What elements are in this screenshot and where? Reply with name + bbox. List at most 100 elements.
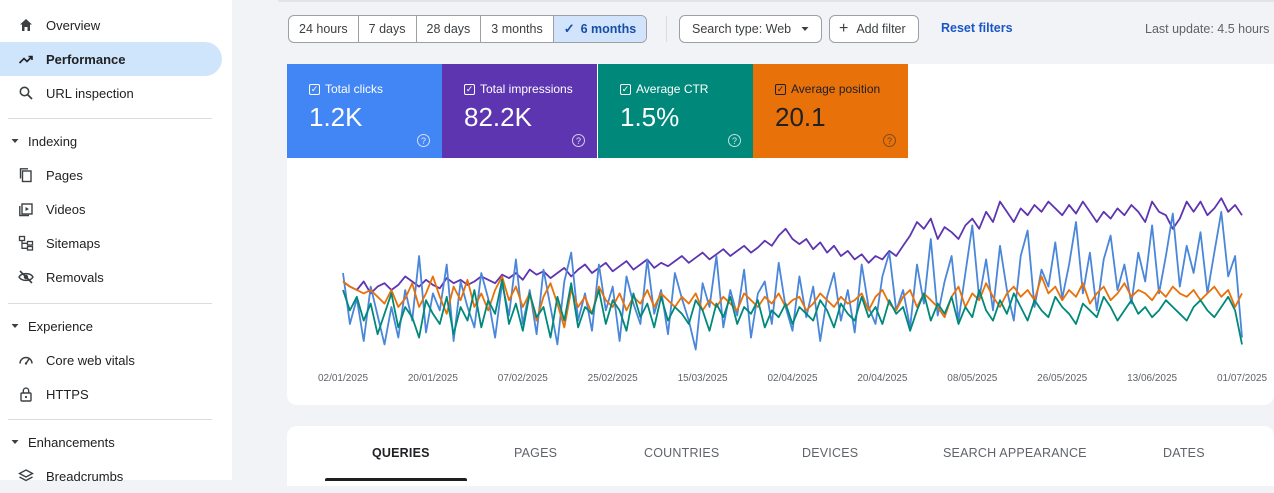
help-icon[interactable]: ? xyxy=(417,134,430,147)
toolbar-divider xyxy=(666,16,667,42)
metric-label: Total clicks xyxy=(325,82,384,96)
sidebar-item-core-web-vitals[interactable]: Core web vitals xyxy=(0,343,222,377)
video-icon xyxy=(18,201,34,217)
sidebar-item-url-inspection[interactable]: URL inspection xyxy=(0,76,222,110)
range-7-days[interactable]: 7 days xyxy=(359,16,417,42)
sidebar-item-label: Sitemaps xyxy=(46,235,101,251)
x-axis-label: 25/02/2025 xyxy=(588,373,638,384)
sidebar-item-https[interactable]: HTTPS xyxy=(0,377,222,411)
metric-value: 20.1 xyxy=(775,102,826,132)
metric-average-ctr[interactable]: ✓ Average CTR 1.5% ? xyxy=(598,64,753,158)
range-6-months[interactable]: ✓ 6 months xyxy=(553,16,647,42)
sidebar-item-label: Performance xyxy=(46,51,126,67)
sidebar-item-sitemaps[interactable]: Sitemaps xyxy=(0,226,222,260)
top-divider xyxy=(278,0,1274,2)
range-28-days[interactable]: 28 days xyxy=(417,16,482,42)
help-icon[interactable]: ? xyxy=(572,134,585,147)
section-indexing[interactable]: Indexing xyxy=(0,126,222,156)
x-axis-label: 15/03/2025 xyxy=(678,373,728,384)
sidebar: Overview Performance URL inspection Inde… xyxy=(0,0,232,484)
sidebar-item-overview[interactable]: Overview xyxy=(0,8,222,42)
reset-filters-link[interactable]: Reset filters xyxy=(941,21,1013,35)
tab-devices[interactable]: DEVICES xyxy=(802,446,859,460)
date-range-selector: 24 hours 7 days 28 days 3 months ✓ 6 mont… xyxy=(288,15,648,43)
lock-icon xyxy=(18,386,34,402)
checkbox-checked-icon[interactable]: ✓ xyxy=(464,83,475,95)
series-line-clicks xyxy=(342,210,1243,351)
sidebar-item-breadcrumbs[interactable]: Breadcrumbs xyxy=(0,459,222,493)
metric-average-position[interactable]: ✓ Average position 20.1 ? xyxy=(753,64,908,158)
checkbox-checked-icon[interactable]: ✓ xyxy=(775,83,786,95)
x-axis-label: 02/04/2025 xyxy=(767,373,817,384)
section-experience[interactable]: Experience xyxy=(0,311,222,341)
range-label: 6 months xyxy=(580,22,637,36)
range-label: 28 days xyxy=(426,22,471,36)
caret-down-icon xyxy=(10,136,20,146)
range-3-months[interactable]: 3 months xyxy=(481,16,554,42)
tab-dates[interactable]: DATES xyxy=(1163,446,1205,460)
sidebar-item-label: Breadcrumbs xyxy=(46,468,124,484)
x-axis-label: 20/04/2025 xyxy=(857,373,907,384)
layers-icon xyxy=(18,468,34,484)
help-icon[interactable]: ? xyxy=(728,134,741,147)
section-enhancements[interactable]: Enhancements xyxy=(0,427,222,457)
metric-value: 1.5% xyxy=(620,102,680,132)
metric-total-impressions[interactable]: ✓ Total impressions 82.2K ? xyxy=(442,64,597,158)
tab-pages[interactable]: PAGES xyxy=(514,446,558,460)
search-icon xyxy=(18,85,34,101)
sidebar-item-label: URL inspection xyxy=(46,85,134,101)
metric-label: Average position xyxy=(791,82,881,96)
x-axis-label: 13/06/2025 xyxy=(1127,373,1177,384)
x-axis-label: 07/02/2025 xyxy=(498,373,548,384)
plus-icon: + xyxy=(839,20,849,37)
home-icon xyxy=(18,17,34,33)
add-filter-label: Add filter xyxy=(856,22,906,36)
series-line-position xyxy=(342,275,1243,329)
sidebar-divider xyxy=(8,419,212,420)
section-label: Enhancements xyxy=(28,434,115,450)
tab-search-appearance[interactable]: SEARCH APPEARANCE xyxy=(943,446,1087,460)
eye-off-icon xyxy=(18,269,34,285)
range-label: 24 hours xyxy=(299,22,348,36)
dropdown-arrow-icon xyxy=(801,26,809,32)
range-label: 7 days xyxy=(368,22,406,36)
add-filter-button[interactable]: + Add filter xyxy=(829,15,919,43)
metric-value: 1.2K xyxy=(309,102,363,132)
sidebar-item-performance[interactable]: Performance xyxy=(0,42,222,76)
series-line-impressions xyxy=(342,197,1243,295)
x-axis-label: 08/05/2025 xyxy=(947,373,997,384)
series-line-ctr xyxy=(342,278,1243,345)
checkbox-checked-icon[interactable]: ✓ xyxy=(620,83,631,95)
sidebar-item-pages[interactable]: Pages xyxy=(0,158,222,192)
sidebar-item-label: Removals xyxy=(46,269,104,285)
range-label: 3 months xyxy=(491,22,543,36)
sidebar-item-label: HTTPS xyxy=(46,386,89,402)
trending-up-icon xyxy=(18,51,34,67)
metric-total-clicks[interactable]: ✓ Total clicks 1.2K ? xyxy=(287,64,442,158)
help-icon[interactable]: ? xyxy=(883,134,896,147)
sidebar-item-videos[interactable]: Videos xyxy=(0,192,222,226)
range-24-hours[interactable]: 24 hours xyxy=(289,16,359,42)
caret-down-icon xyxy=(10,437,20,447)
performance-chart[interactable]: 02/01/2025 20/01/2025 07/02/2025 25/02/2025… xyxy=(287,158,1274,398)
x-axis-label: 01/07/2025 xyxy=(1217,373,1267,384)
sidebar-divider xyxy=(8,303,212,304)
metric-label: Average CTR xyxy=(636,82,709,96)
section-label: Indexing xyxy=(28,133,78,149)
sidebar-item-removals[interactable]: Removals xyxy=(0,260,222,294)
tab-countries[interactable]: COUNTRIES xyxy=(644,446,720,460)
search-type-dropdown[interactable]: Search type: Web xyxy=(679,15,823,43)
dimension-tabs: QUERIES PAGES COUNTRIES DEVICES SEARCH A… xyxy=(287,426,1274,486)
x-axis-label: 02/01/2025 xyxy=(318,373,368,384)
tab-queries[interactable]: QUERIES xyxy=(372,446,430,460)
section-label: Experience xyxy=(28,318,94,334)
x-axis-label: 20/01/2025 xyxy=(408,373,458,384)
metric-label: Total impressions xyxy=(480,82,573,96)
metric-value: 82.2K xyxy=(464,102,532,132)
sidebar-divider xyxy=(8,118,212,119)
sidebar-item-label: Pages xyxy=(46,167,83,183)
caret-down-icon xyxy=(10,321,20,331)
x-axis-label: 26/05/2025 xyxy=(1037,373,1087,384)
checkbox-checked-icon[interactable]: ✓ xyxy=(309,83,320,95)
search-type-label: Search type: Web xyxy=(692,22,792,36)
